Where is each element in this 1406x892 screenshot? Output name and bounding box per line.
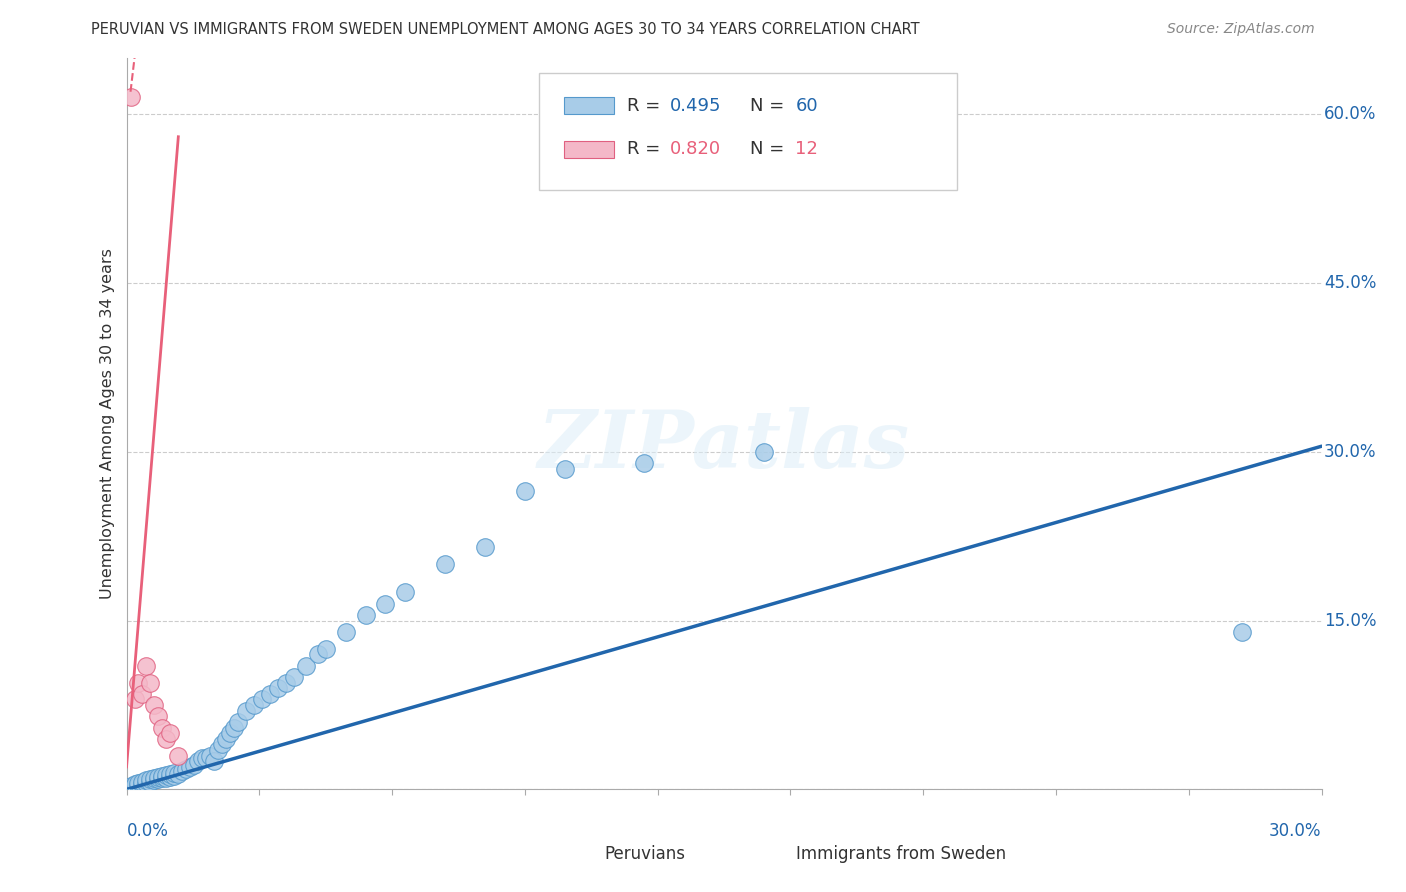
Text: N =: N = xyxy=(749,96,790,114)
Text: 0.0%: 0.0% xyxy=(127,822,169,840)
Point xyxy=(315,641,337,656)
Point xyxy=(148,709,170,723)
Point xyxy=(120,90,142,104)
Point xyxy=(150,769,174,783)
Point xyxy=(167,748,190,763)
Point xyxy=(159,770,181,784)
Point xyxy=(127,675,149,690)
Point xyxy=(131,687,153,701)
Point xyxy=(283,670,305,684)
Point xyxy=(143,771,166,785)
Point xyxy=(307,648,329,662)
Point xyxy=(191,751,214,765)
Text: 30.0%: 30.0% xyxy=(1270,822,1322,840)
Point xyxy=(139,774,162,789)
Point xyxy=(513,484,536,499)
FancyBboxPatch shape xyxy=(538,72,957,190)
Text: N =: N = xyxy=(749,140,790,159)
Point xyxy=(179,760,201,774)
Text: Peruvians: Peruvians xyxy=(605,845,686,863)
Point xyxy=(187,754,209,768)
Point xyxy=(215,731,238,746)
Point xyxy=(200,748,222,763)
FancyBboxPatch shape xyxy=(555,844,596,863)
Point xyxy=(207,743,229,757)
Point xyxy=(752,445,775,459)
Point xyxy=(159,726,181,740)
Text: 0.495: 0.495 xyxy=(669,96,721,114)
FancyBboxPatch shape xyxy=(564,141,613,158)
Point xyxy=(131,777,153,791)
Point xyxy=(172,764,194,779)
Point xyxy=(354,607,377,622)
Text: R =: R = xyxy=(627,96,666,114)
Text: 12: 12 xyxy=(796,140,818,159)
Point xyxy=(259,687,281,701)
Point xyxy=(222,721,246,735)
Point xyxy=(554,461,576,475)
Text: Source: ZipAtlas.com: Source: ZipAtlas.com xyxy=(1167,22,1315,37)
Point xyxy=(135,773,157,788)
Point xyxy=(633,456,655,470)
Point xyxy=(143,773,166,788)
Point xyxy=(394,585,416,599)
Point xyxy=(139,675,162,690)
Point xyxy=(159,766,181,780)
Text: 0.820: 0.820 xyxy=(669,140,721,159)
Point xyxy=(163,769,186,783)
Point xyxy=(1230,624,1253,639)
Point xyxy=(148,770,170,784)
Point xyxy=(167,766,190,780)
Text: PERUVIAN VS IMMIGRANTS FROM SWEDEN UNEMPLOYMENT AMONG AGES 30 TO 34 YEARS CORREL: PERUVIAN VS IMMIGRANTS FROM SWEDEN UNEMP… xyxy=(91,22,920,37)
Point xyxy=(135,658,157,673)
Point xyxy=(135,775,157,789)
Point xyxy=(124,692,146,706)
Point xyxy=(195,751,218,765)
Text: 60.0%: 60.0% xyxy=(1324,105,1376,123)
Point xyxy=(139,772,162,787)
Point xyxy=(131,774,153,789)
Y-axis label: Unemployment Among Ages 30 to 34 years: Unemployment Among Ages 30 to 34 years xyxy=(100,248,115,599)
Point xyxy=(143,698,166,712)
Point xyxy=(174,762,197,776)
Text: 60: 60 xyxy=(796,96,818,114)
Point xyxy=(434,558,457,572)
Point xyxy=(243,698,266,712)
FancyBboxPatch shape xyxy=(564,96,613,114)
Point xyxy=(474,541,496,555)
Point xyxy=(150,771,174,785)
Point xyxy=(335,624,357,639)
Point xyxy=(120,779,142,793)
Point xyxy=(148,772,170,787)
Point xyxy=(211,738,233,752)
Text: R =: R = xyxy=(627,140,666,159)
Point xyxy=(202,754,225,768)
Point xyxy=(226,714,249,729)
Point xyxy=(183,757,205,772)
Point xyxy=(155,731,177,746)
Point xyxy=(155,771,177,785)
Point xyxy=(124,777,146,791)
Point xyxy=(127,775,149,789)
Point xyxy=(124,778,146,792)
Point xyxy=(127,778,149,792)
Point xyxy=(150,721,174,735)
FancyBboxPatch shape xyxy=(747,844,787,863)
Text: ZIPatlas: ZIPatlas xyxy=(538,407,910,484)
Text: 45.0%: 45.0% xyxy=(1324,274,1376,292)
Text: 30.0%: 30.0% xyxy=(1324,442,1376,461)
Point xyxy=(294,658,316,673)
Text: Immigrants from Sweden: Immigrants from Sweden xyxy=(796,845,1005,863)
Point xyxy=(219,726,242,740)
Point xyxy=(163,765,186,780)
Point xyxy=(250,692,273,706)
Point xyxy=(155,768,177,782)
Text: 15.0%: 15.0% xyxy=(1324,612,1376,630)
Point xyxy=(274,675,297,690)
Point xyxy=(235,704,257,718)
Point xyxy=(267,681,290,695)
Point xyxy=(374,597,396,611)
